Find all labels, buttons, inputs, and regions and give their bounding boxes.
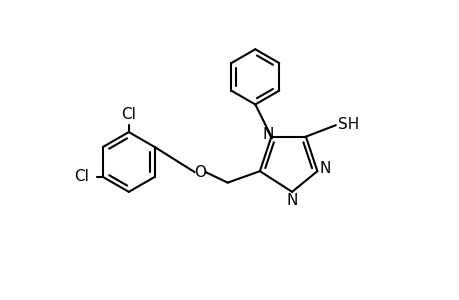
Text: Cl: Cl — [74, 169, 89, 184]
Text: N: N — [262, 127, 273, 142]
Text: O: O — [194, 165, 206, 180]
Text: N: N — [286, 193, 297, 208]
Text: N: N — [319, 161, 330, 176]
Text: Cl: Cl — [121, 107, 136, 122]
Text: SH: SH — [337, 117, 358, 132]
